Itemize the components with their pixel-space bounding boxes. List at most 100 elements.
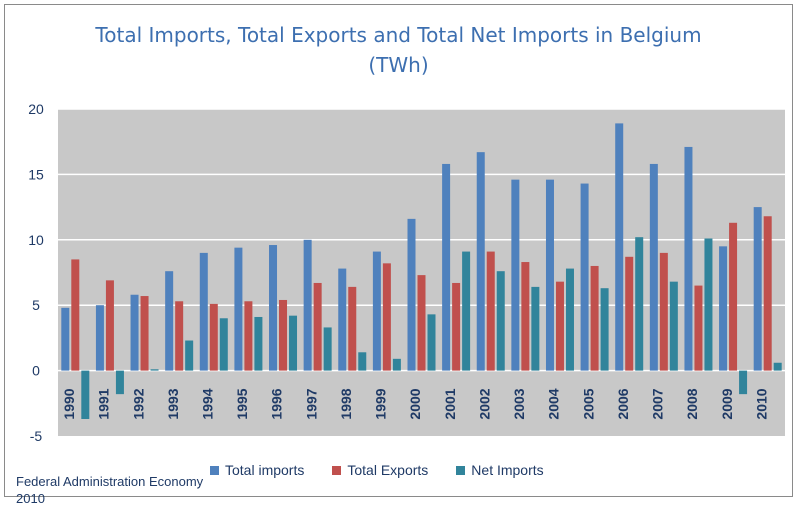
bar-net-imports-2007 [669, 281, 678, 371]
bar-total-exports-2010 [763, 216, 772, 371]
bar-total-imports-2006 [615, 123, 624, 371]
legend-item-total-exports: Total Exports [332, 462, 428, 478]
source-year: 2010 [16, 491, 45, 506]
x-tick-label-1990: 1990 [61, 388, 77, 419]
bar-total-imports-2002 [476, 152, 485, 371]
bar-total-imports-2003 [511, 179, 520, 371]
x-tick-label-2006: 2006 [615, 388, 631, 419]
y-tick-label-15: 15 [28, 166, 44, 182]
legend-item-net-imports: Net Imports [456, 462, 544, 478]
x-tick-label-1999: 1999 [373, 388, 389, 419]
x-tick-label-2003: 2003 [511, 388, 527, 419]
bar-total-imports-1993 [165, 271, 174, 371]
bar-total-imports-2007 [649, 163, 658, 371]
bar-total-imports-1998 [338, 268, 347, 371]
bar-total-imports-1992 [130, 294, 139, 371]
bar-net-imports-1997 [323, 327, 332, 371]
y-tick-label-10: 10 [28, 232, 44, 248]
x-tick-label-2001: 2001 [442, 388, 458, 419]
bar-total-imports-1994 [199, 252, 208, 371]
bar-total-exports-2001 [452, 282, 461, 371]
x-tick-label-1998: 1998 [338, 388, 354, 419]
bar-total-exports-2006 [625, 256, 634, 371]
bar-total-imports-2008 [684, 146, 693, 371]
bar-net-imports-1998 [358, 352, 367, 371]
bar-total-exports-1992 [140, 296, 149, 371]
bar-net-imports-2009 [739, 370, 748, 395]
bar-total-exports-2007 [659, 252, 668, 371]
legend-label-net-imports: Net Imports [471, 462, 544, 478]
y-axis-ticks: -5 0 5 10 15 20 [28, 101, 44, 444]
bar-total-imports-1990 [61, 307, 70, 371]
x-tick-label-2010: 2010 [753, 388, 769, 419]
bar-total-imports-2005 [580, 183, 589, 371]
chart-title-line-2: (TWh) [368, 53, 429, 77]
legend: Total imports Total Exports Net Imports [210, 462, 544, 478]
bar-net-imports-1996 [289, 315, 298, 371]
legend-swatch-total-imports [210, 465, 219, 475]
bar-net-imports-2006 [635, 237, 644, 371]
x-tick-label-1997: 1997 [303, 388, 319, 419]
legend-swatch-total-exports [332, 465, 342, 475]
x-tick-label-2000: 2000 [407, 388, 423, 419]
x-tick-label-2009: 2009 [719, 388, 735, 419]
bar-total-imports-2004 [545, 179, 554, 371]
x-tick-label-2008: 2008 [684, 388, 700, 419]
bar-total-exports-1991 [105, 280, 114, 371]
bar-total-imports-2009 [719, 246, 728, 371]
x-tick-label-1996: 1996 [269, 388, 285, 419]
source-text: Federal Administration Economy [16, 474, 204, 489]
bar-total-exports-1993 [175, 301, 184, 371]
bar-total-imports-2000 [407, 218, 416, 371]
bar-total-exports-2004 [555, 281, 564, 371]
bar-total-exports-1994 [209, 303, 218, 371]
bar-net-imports-2002 [496, 271, 505, 371]
bar-net-imports-1999 [392, 358, 401, 371]
y-tick-label--5: -5 [30, 428, 43, 444]
bar-net-imports-1991 [115, 370, 124, 395]
bar-total-exports-2002 [486, 251, 495, 371]
bar-total-exports-1999 [382, 263, 391, 371]
bar-total-exports-1998 [348, 286, 357, 371]
legend-label-total-imports: Total imports [225, 462, 305, 478]
bar-total-exports-2005 [590, 265, 599, 371]
bar-net-imports-2001 [462, 251, 471, 371]
x-tick-label-2005: 2005 [580, 388, 596, 419]
bar-total-imports-1995 [234, 247, 243, 371]
bar-net-imports-2003 [531, 286, 540, 371]
bar-net-imports-2010 [773, 362, 782, 371]
bar-total-imports-2001 [442, 163, 451, 371]
bar-net-imports-1992 [150, 369, 159, 371]
bar-total-exports-1995 [244, 301, 253, 371]
legend-swatch-net-imports [456, 465, 466, 475]
x-tick-label-1992: 1992 [130, 388, 146, 419]
bar-net-imports-2000 [427, 314, 436, 371]
bar-total-exports-1997 [313, 282, 322, 371]
bar-total-exports-1990 [71, 259, 80, 371]
bar-total-exports-1996 [279, 299, 288, 371]
chart-title-line-1: Total Imports, Total Exports and Total N… [95, 23, 702, 47]
bar-net-imports-1995 [254, 316, 263, 371]
chart-title: Total Imports, Total Exports and Total N… [0, 20, 797, 80]
legend-item-total-imports: Total imports [210, 462, 304, 478]
bar-net-imports-1993 [185, 340, 194, 371]
bar-net-imports-2005 [600, 288, 609, 371]
y-tick-label-20: 20 [28, 101, 44, 117]
bar-net-imports-2004 [565, 268, 574, 371]
bar-net-imports-1990 [81, 370, 90, 419]
x-tick-label-1991: 1991 [96, 388, 112, 419]
bar-total-imports-1997 [303, 239, 312, 371]
bar-total-exports-2008 [694, 285, 703, 371]
bar-total-imports-1991 [95, 305, 104, 371]
bar-total-exports-2003 [521, 262, 530, 371]
bar-total-imports-1996 [269, 245, 278, 371]
bar-total-exports-2000 [417, 275, 426, 371]
bar-total-imports-2010 [753, 207, 762, 371]
bar-total-imports-1999 [372, 251, 381, 371]
x-tick-label-2007: 2007 [650, 388, 666, 419]
bar-total-exports-2009 [729, 222, 738, 371]
y-tick-label-0: 0 [32, 363, 40, 379]
x-tick-label-2004: 2004 [546, 388, 562, 419]
x-tick-label-1993: 1993 [165, 388, 181, 419]
